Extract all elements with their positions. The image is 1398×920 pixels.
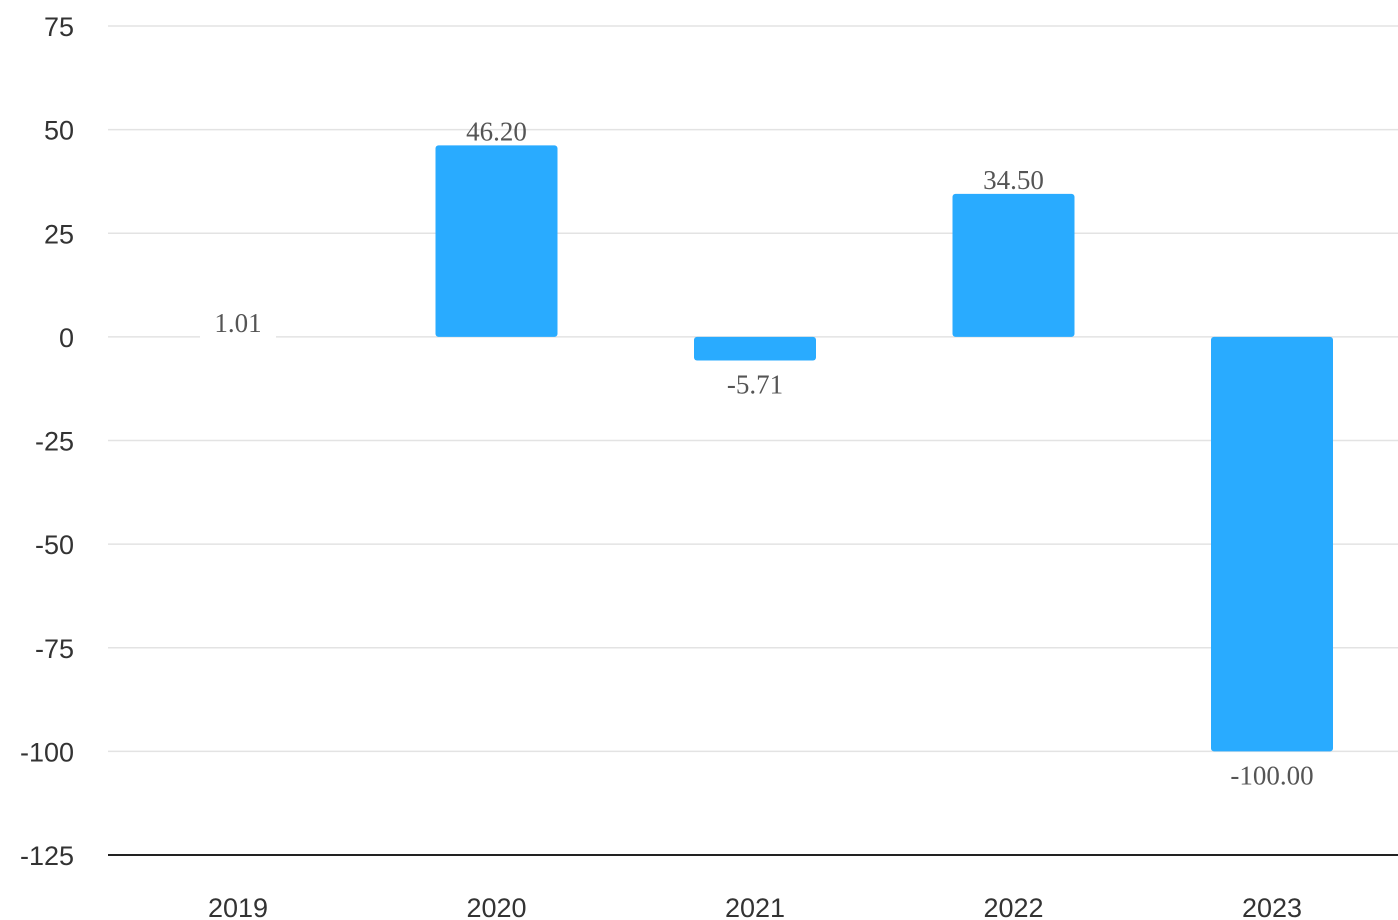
x-axis-tick-labels: 2019 2020 2021 2022 2023 (208, 893, 1302, 920)
data-label-2020: 46.20 (466, 116, 527, 146)
data-label-2023: -100.00 (1230, 760, 1313, 790)
x-tick-label-2023: 2023 (1242, 893, 1302, 920)
y-tick-label: 0 (59, 323, 74, 353)
y-tick-label: 50 (44, 116, 74, 146)
y-tick-label: -75 (35, 634, 74, 664)
bar-2022[interactable] (952, 193, 1075, 337)
bars (435, 145, 1333, 752)
y-tick-label: -125 (20, 841, 74, 871)
x-tick-label-2020: 2020 (466, 893, 526, 920)
data-label-backing (200, 304, 276, 339)
y-tick-label: -50 (35, 530, 74, 560)
x-tick-label-2021: 2021 (725, 893, 785, 920)
y-tick-label: -25 (35, 427, 74, 457)
x-tick-label-2019: 2019 (208, 893, 268, 920)
data-label-2022: 34.50 (983, 165, 1044, 195)
y-tick-label: 75 (44, 12, 74, 42)
y-tick-label: 25 (44, 219, 74, 249)
y-axis-tick-labels: 75 50 25 0 -25 -50 -75 -100 -125 (20, 12, 74, 871)
bar-2020[interactable] (435, 145, 558, 337)
bar-2021[interactable] (694, 336, 816, 361)
gridlines (108, 25, 1398, 856)
y-tick-label: -100 (20, 737, 74, 767)
bar-2023[interactable] (1211, 336, 1333, 752)
x-tick-label-2022: 2022 (983, 893, 1043, 920)
data-label-2021: -5.71 (727, 370, 783, 400)
data-labels: 1.01 46.20 -5.71 34.50 -100.00 (200, 116, 1314, 790)
data-label-2019: 1.01 (214, 308, 261, 338)
